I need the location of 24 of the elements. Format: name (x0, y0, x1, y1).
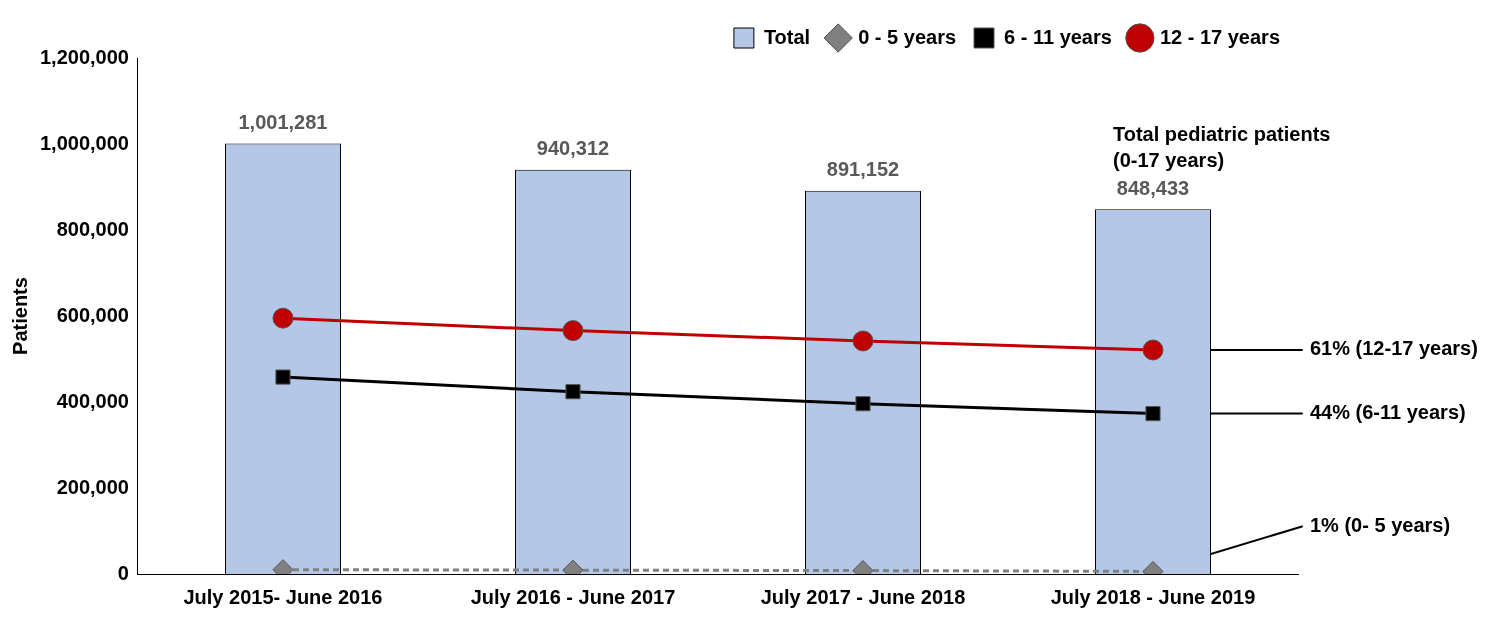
annotation: 44% (6-11 years) (1310, 401, 1466, 424)
data-label: 1,001,281 (238, 110, 328, 133)
y-tick-label: 800,000 (56, 217, 129, 240)
x-tick-label: July 2018 - June 2019 (1050, 585, 1256, 608)
y-tick-label: 400,000 (56, 389, 129, 412)
x-tick-label: July 2016 - June 2017 (470, 585, 676, 608)
annotation: 1% (0- 5 years) (1310, 513, 1451, 536)
y-axis-title: Patients (8, 277, 31, 355)
data-label: 940,312 (536, 137, 610, 160)
annotation: 61% (12-17 years) (1310, 337, 1478, 360)
legend-label: Total (763, 25, 811, 48)
legend-label: 6 - 11 years (1004, 25, 1112, 48)
legend-label: 12 - 17 years (1159, 25, 1281, 48)
x-tick-label: July 2015- June 2016 (183, 585, 383, 608)
y-tick-label: 1,000,000 (39, 131, 129, 154)
y-tick-label: 600,000 (56, 303, 129, 326)
legend-label: 0 - 5 years (858, 25, 957, 48)
x-tick-label: July 2017 - June 2018 (760, 585, 966, 608)
y-tick-label: 1,200,000 (39, 45, 129, 68)
annotation: Total pediatric patients (0-17 years) (1113, 122, 1331, 171)
data-label: 848,433 (1116, 176, 1190, 199)
data-label: 891,152 (826, 158, 900, 181)
y-tick-label: 200,000 (56, 475, 129, 498)
y-tick-label: 0 (117, 561, 129, 584)
